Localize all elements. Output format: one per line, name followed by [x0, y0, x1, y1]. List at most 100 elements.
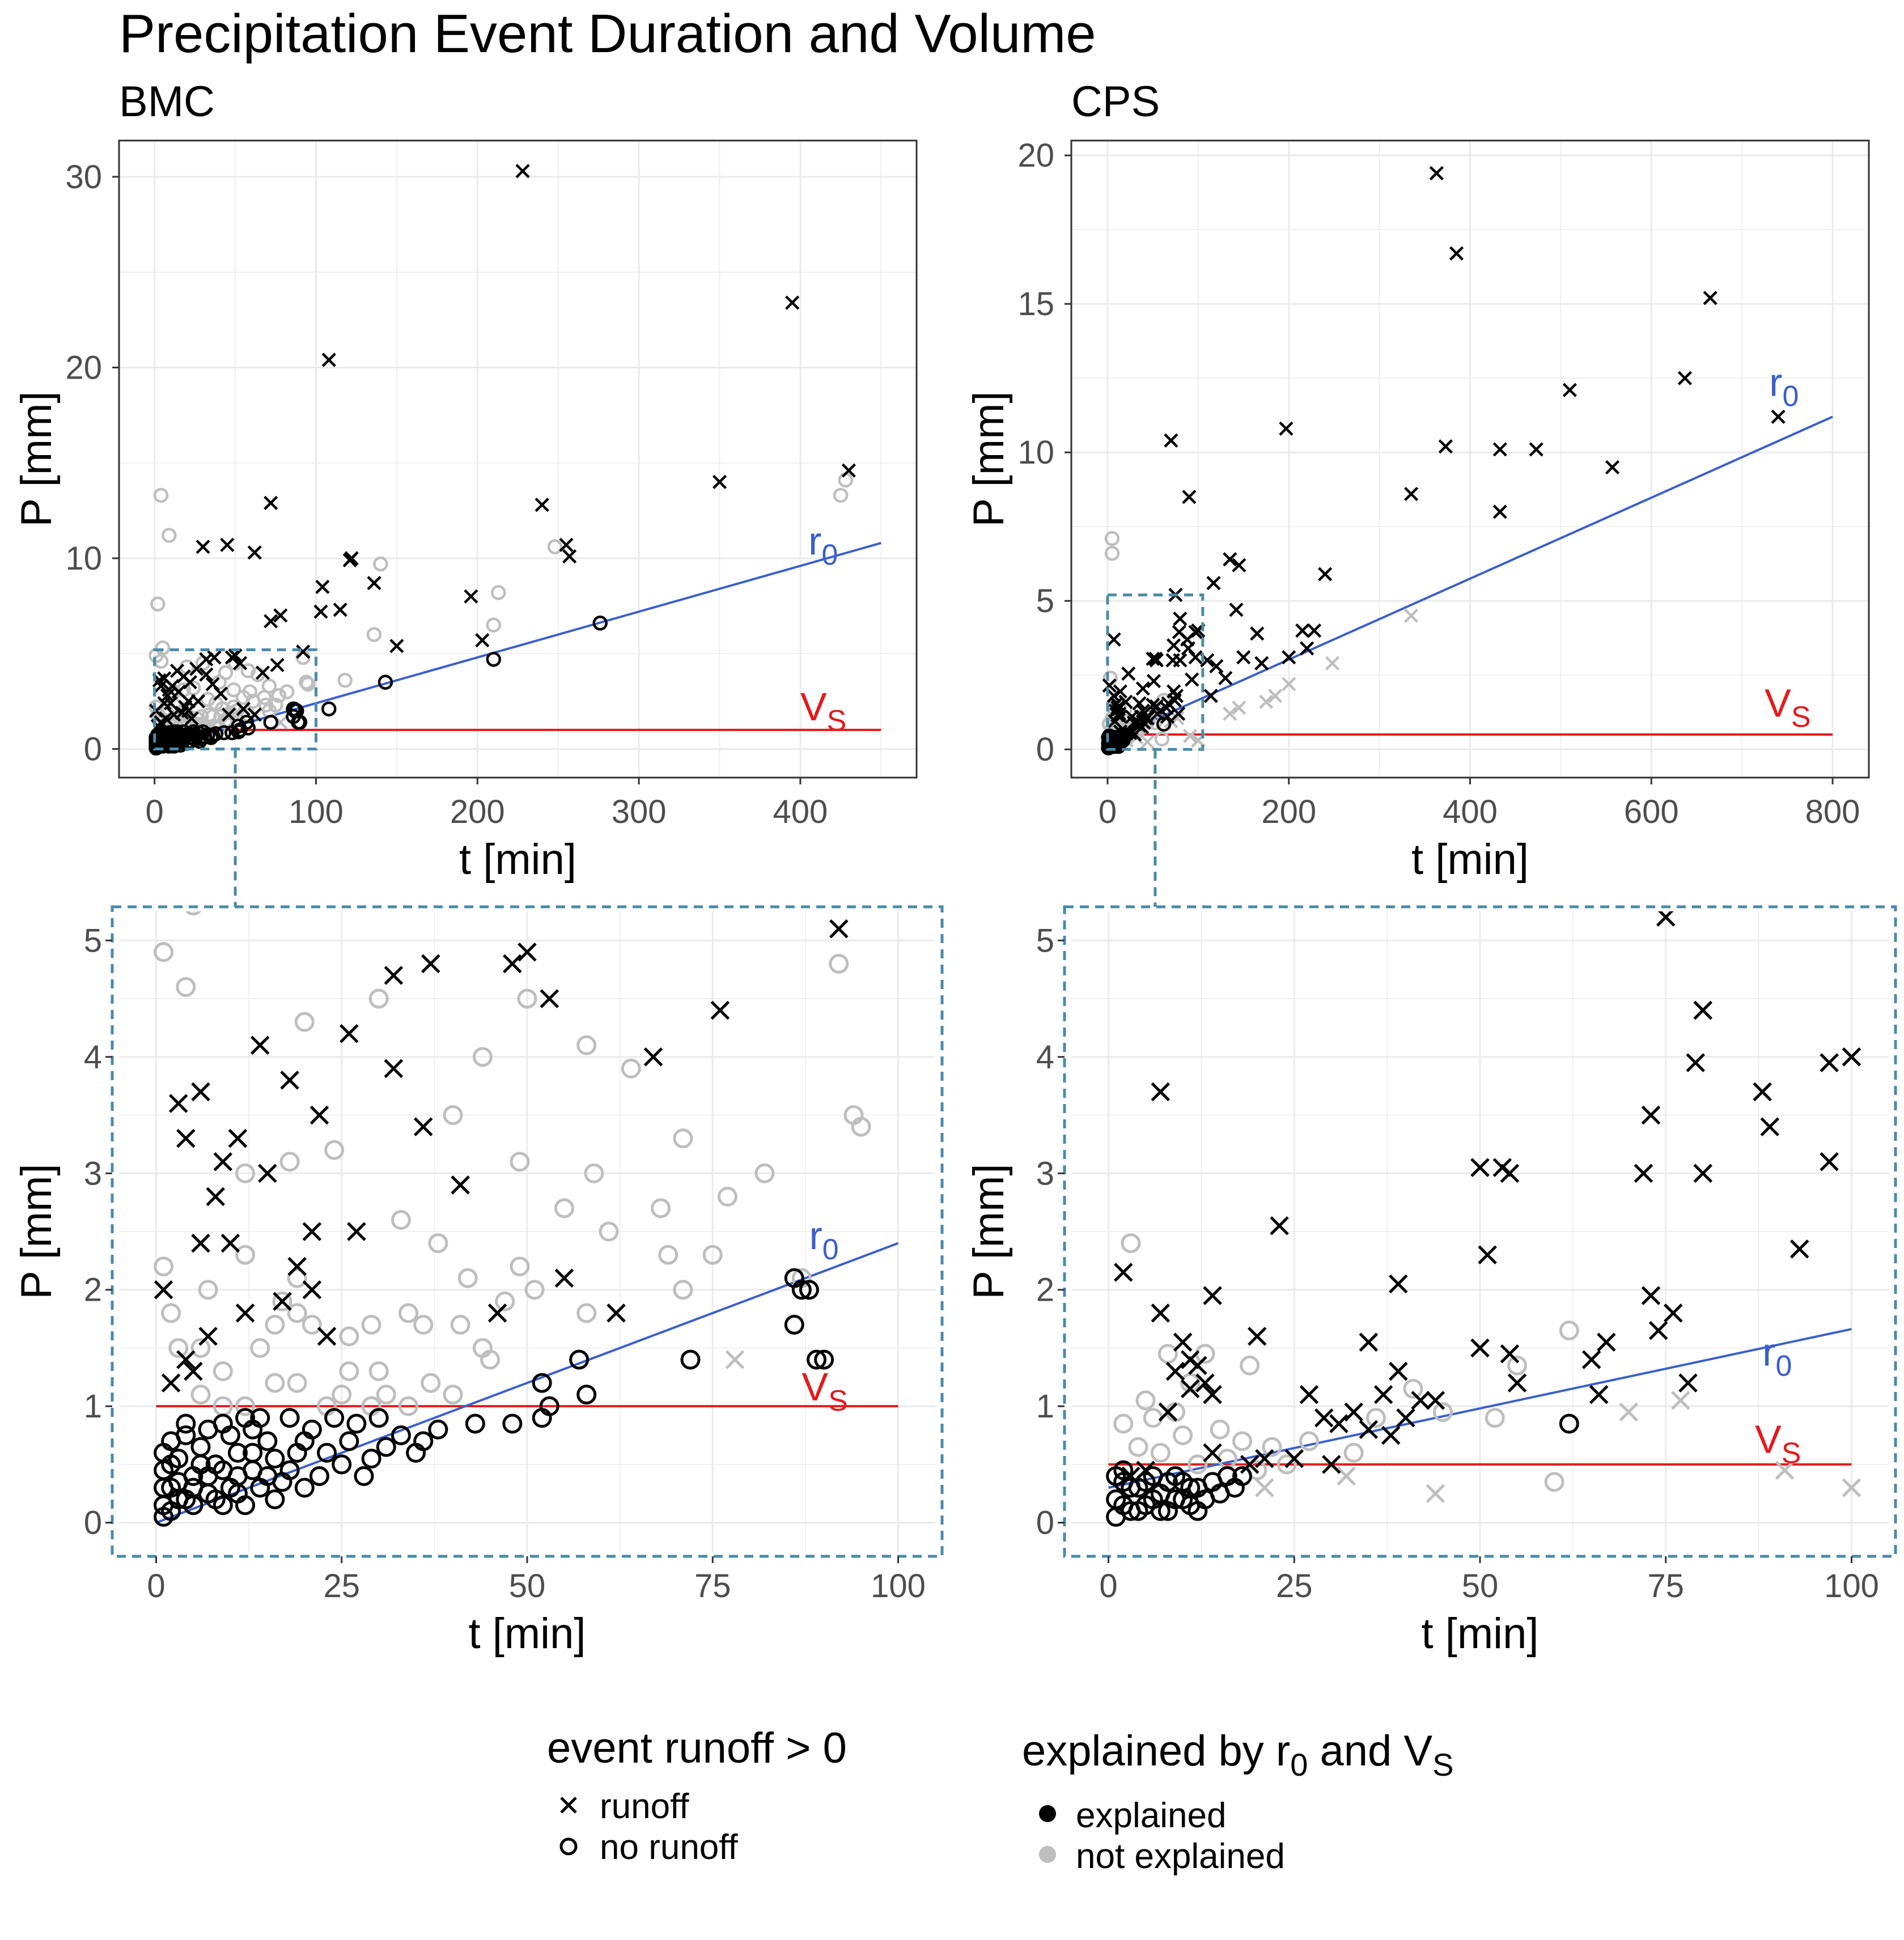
point-runoff — [1299, 1385, 1319, 1404]
point-no-runoff — [279, 1460, 300, 1480]
point-runoff — [1149, 653, 1164, 668]
vs-label: VS — [802, 1365, 847, 1417]
point-no-runoff — [224, 725, 240, 741]
point-runoff — [1449, 246, 1464, 261]
point-runoff — [213, 1152, 233, 1171]
axes: 0 100 200 300 400 0 10 20 30 t [min] P [mm] — [12, 159, 828, 884]
point-runoff — [643, 1047, 663, 1067]
legend-item-not-explained: not explained — [1039, 1837, 1285, 1876]
point-no-runoff — [332, 1454, 352, 1475]
r0-line — [1108, 1328, 1852, 1489]
point-runoff — [1500, 1164, 1520, 1183]
axes: 0 200 400 600 800 0 5 10 15 20 t [min] P [mm] — [965, 137, 1860, 884]
point-runoff — [1677, 371, 1693, 385]
point-runoff — [1426, 1484, 1445, 1504]
vs-label: VS — [800, 685, 846, 737]
panel-border — [118, 139, 918, 779]
point-runoff — [562, 549, 577, 564]
y-tick-label: 2 — [1036, 1272, 1054, 1309]
point-runoff — [1140, 735, 1155, 749]
point-runoff — [1396, 1408, 1415, 1428]
point-runoff — [1165, 1361, 1185, 1381]
point-runoff — [171, 684, 186, 699]
point-runoff — [1426, 1391, 1445, 1410]
point-no-runoff — [391, 1425, 411, 1446]
point-no-runoff — [265, 1314, 285, 1335]
point-no-runoff — [272, 1291, 292, 1311]
point-runoff — [1121, 667, 1136, 681]
y-tick-label: 15 — [1017, 286, 1054, 322]
point-no-runoff — [1485, 1408, 1505, 1428]
vs-label-sub: S — [1782, 1437, 1801, 1470]
point-runoff — [160, 688, 175, 703]
y-tick-label: 3 — [84, 1155, 102, 1192]
point-runoff — [1605, 460, 1620, 475]
point-no-runoff — [843, 1105, 864, 1126]
r0-label: r0 — [808, 519, 838, 571]
point-no-runoff — [1262, 1437, 1282, 1457]
point-no-runoff — [1143, 1408, 1163, 1428]
r0-line — [154, 542, 881, 750]
point-no-runoff — [517, 988, 537, 1009]
vs-label-main: V — [1755, 1417, 1782, 1461]
point-runoff — [315, 579, 330, 595]
point-no-runoff — [673, 1280, 693, 1300]
r0-label: r0 — [809, 1213, 838, 1266]
point-no-runoff — [673, 1128, 693, 1149]
point-runoff — [464, 589, 478, 604]
gridlines — [119, 141, 917, 778]
point-no-runoff — [294, 1478, 315, 1498]
point-runoff — [270, 657, 285, 673]
point-runoff — [1300, 641, 1314, 656]
point-runoff — [222, 707, 236, 722]
point-runoff — [228, 1128, 248, 1148]
point-runoff — [1250, 626, 1265, 641]
point-no-runoff — [1232, 1431, 1253, 1451]
legend-label-explained: explained — [1076, 1796, 1226, 1835]
point-no-runoff — [294, 1431, 315, 1451]
point-no-runoff — [176, 977, 196, 997]
r0-label-main: r — [1769, 360, 1782, 405]
x-tick-label: 400 — [1443, 793, 1498, 830]
point-runoff — [1185, 672, 1199, 687]
point-runoff — [233, 656, 248, 670]
point-no-runoff — [1150, 1501, 1171, 1521]
point-no-runoff — [271, 688, 287, 703]
r0-label-main: r — [1762, 1330, 1775, 1374]
point-no-runoff — [198, 1280, 218, 1300]
legend-color-title-part1: explained by r — [1022, 1727, 1290, 1775]
point-no-runoff — [192, 733, 207, 749]
point-no-runoff — [354, 1466, 374, 1486]
point-no-runoff — [324, 1140, 345, 1160]
point-runoff — [389, 639, 404, 653]
point-no-runoff — [168, 1338, 189, 1358]
panel-title-cps: CPS — [1071, 78, 1160, 126]
point-runoff — [1232, 558, 1246, 572]
point-no-runoff — [1106, 1506, 1126, 1527]
point-no-runoff — [658, 1245, 679, 1265]
point-no-runoff — [339, 1431, 359, 1451]
point-runoff — [333, 602, 347, 617]
point-runoff — [196, 540, 210, 554]
point-no-runoff — [524, 1280, 545, 1300]
y-tick-label: 30 — [65, 159, 102, 196]
x-tick-label: 0 — [1099, 1568, 1117, 1604]
point-runoff — [161, 1373, 181, 1393]
point-runoff — [191, 1082, 210, 1102]
point-no-runoff — [510, 1152, 530, 1172]
point-runoff — [515, 164, 530, 179]
point-no-runoff — [279, 1408, 300, 1428]
point-runoff — [1236, 650, 1251, 665]
point-no-runoff — [373, 556, 388, 572]
point-no-runoff — [153, 487, 169, 503]
point-runoff — [1314, 1408, 1334, 1428]
r0-label-sub: 0 — [1782, 380, 1799, 413]
point-runoff — [1775, 1461, 1795, 1480]
point-runoff — [175, 705, 189, 720]
legend-label-runoff: runoff — [600, 1787, 689, 1826]
point-no-runoff — [265, 1489, 285, 1510]
y-tick-label: 0 — [84, 1505, 102, 1542]
point-no-runoff — [1188, 1454, 1208, 1475]
point-runoff — [1470, 1338, 1490, 1358]
